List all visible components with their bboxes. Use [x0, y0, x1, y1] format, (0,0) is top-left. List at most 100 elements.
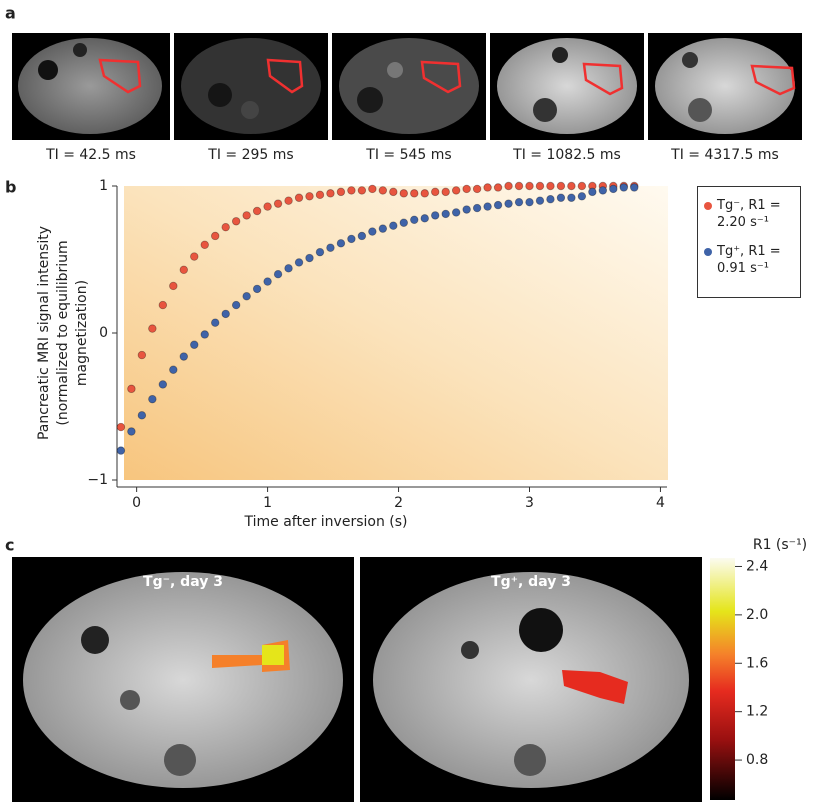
- data-point: [494, 201, 502, 209]
- data-point: [274, 200, 282, 208]
- data-point: [452, 209, 460, 217]
- legend-marker: [704, 202, 712, 210]
- data-point: [484, 203, 492, 211]
- mri-strip: [12, 33, 802, 140]
- figure: a b c TI = 42.5 ms TI = 295 ms TI = 545 …: [0, 0, 813, 802]
- data-point: [547, 182, 555, 190]
- y-axis-label: Pancreatic MRI signal intensity: [36, 226, 52, 440]
- y-axis-label: magnetization): [74, 280, 90, 386]
- data-point: [452, 187, 460, 195]
- data-point: [442, 210, 450, 218]
- data-point: [410, 216, 418, 224]
- legend-entry: Tg⁺, R1 = 0.91 s⁻¹: [704, 243, 794, 277]
- data-point: [400, 190, 408, 198]
- panel-label: c: [5, 536, 14, 555]
- data-point: [232, 301, 240, 309]
- y-tick-label: 1: [99, 178, 108, 194]
- data-point: [379, 225, 387, 233]
- data-point: [190, 341, 198, 349]
- x-tick-label: 4: [656, 495, 665, 511]
- colorbar-tick-label: 1.2: [746, 704, 768, 720]
- colorbar-tick-label: 2.4: [746, 558, 768, 574]
- data-point: [159, 301, 167, 309]
- data-point: [285, 197, 293, 205]
- data-point: [243, 212, 251, 220]
- data-point: [138, 412, 146, 420]
- data-point: [630, 184, 638, 192]
- image-caption: TI = 545 ms: [365, 147, 451, 163]
- data-point: [149, 395, 157, 403]
- data-point: [149, 325, 157, 333]
- image-caption: TI = 42.5 ms: [45, 147, 136, 163]
- data-point: [180, 266, 188, 274]
- x-tick-label: 0: [132, 495, 141, 511]
- data-point: [505, 200, 513, 208]
- data-point: [358, 187, 366, 195]
- data-point: [348, 187, 356, 195]
- image-caption: TI = 295 ms: [207, 147, 293, 163]
- data-point: [431, 188, 439, 196]
- data-point: [128, 428, 136, 436]
- figure-canvas: a b c TI = 42.5 ms TI = 295 ms TI = 545 …: [0, 0, 813, 802]
- data-point: [295, 259, 303, 267]
- data-point: [117, 447, 125, 455]
- data-point: [211, 319, 219, 327]
- data-point: [306, 254, 314, 262]
- x-tick-label: 3: [525, 495, 534, 511]
- data-point: [547, 195, 555, 203]
- data-point: [327, 190, 335, 198]
- data-point: [264, 278, 272, 286]
- colorbar-label: R1 (s⁻¹): [753, 537, 807, 553]
- data-point: [190, 253, 198, 261]
- data-point: [536, 182, 544, 190]
- data-point: [369, 228, 377, 236]
- data-point: [526, 198, 534, 206]
- data-point: [232, 217, 240, 225]
- mri-tissue: [655, 38, 795, 134]
- x-axis-label: Time after inversion (s): [244, 514, 408, 530]
- legend-marker: [704, 248, 712, 256]
- data-point: [390, 222, 398, 230]
- data-point: [620, 184, 628, 192]
- data-point: [201, 241, 209, 249]
- y-tick-label: −1: [87, 472, 108, 488]
- data-point: [494, 184, 502, 192]
- data-point: [295, 194, 303, 202]
- legend-label: Tg⁻, R1 = 2.20 s⁻¹: [717, 197, 794, 231]
- data-point: [484, 184, 492, 192]
- data-point: [410, 190, 418, 198]
- data-point: [379, 187, 387, 195]
- data-point: [568, 194, 576, 202]
- legend: Tg⁻, R1 = 2.20 s⁻¹ Tg⁺, R1 = 0.91 s⁻¹: [697, 186, 801, 298]
- colorbar-tick-label: 0.8: [746, 752, 768, 768]
- data-point: [390, 188, 398, 196]
- data-point: [610, 185, 618, 193]
- data-point: [117, 423, 125, 431]
- colorbar: [710, 558, 735, 800]
- image-title: Tg⁺, day 3: [491, 574, 571, 590]
- legend-label: Tg⁺, R1 = 0.91 s⁻¹: [717, 243, 794, 277]
- x-tick-label: 2: [394, 495, 403, 511]
- data-point: [578, 192, 586, 200]
- data-point: [505, 182, 513, 190]
- data-point: [306, 192, 314, 200]
- data-point: [557, 182, 565, 190]
- data-point: [589, 188, 597, 196]
- data-point: [442, 188, 450, 196]
- data-point: [285, 265, 293, 273]
- data-point: [463, 185, 471, 193]
- data-point: [243, 292, 251, 300]
- data-point: [369, 185, 377, 193]
- data-point: [463, 206, 471, 214]
- colorbar-tick-label: 1.6: [746, 655, 768, 671]
- data-point: [327, 244, 335, 252]
- data-point: [515, 182, 523, 190]
- data-point: [568, 182, 576, 190]
- data-point: [180, 353, 188, 361]
- panel-label: b: [5, 178, 16, 197]
- data-point: [536, 197, 544, 205]
- legend-entry: Tg⁻, R1 = 2.20 s⁻¹: [704, 197, 794, 231]
- data-point: [264, 203, 272, 211]
- data-point: [316, 248, 324, 256]
- data-point: [421, 190, 429, 198]
